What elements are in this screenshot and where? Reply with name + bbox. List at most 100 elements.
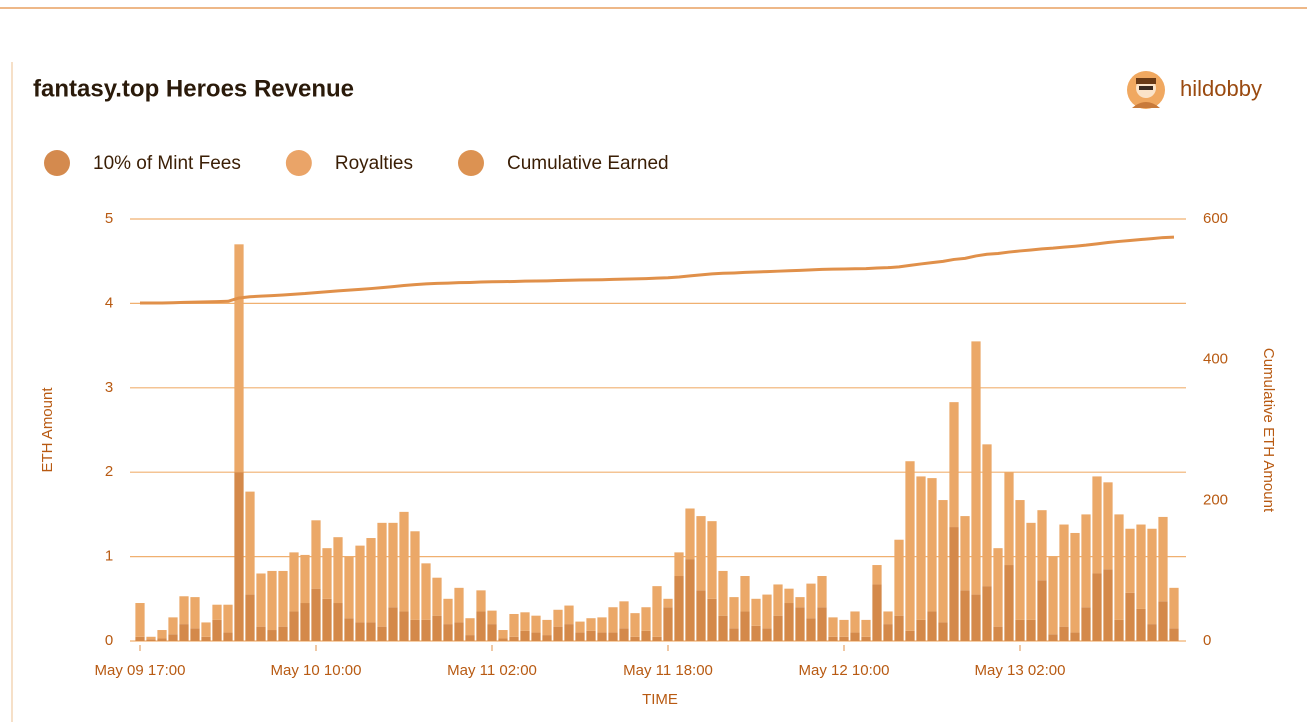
bar-segment [1026,620,1035,641]
legend-marker [286,150,312,176]
bar-segment [1048,634,1057,641]
chart: fantasy.top Heroes Revenue hildobby ETH … [0,0,1307,722]
bar-segment [333,537,342,603]
bar-segment [1125,593,1134,641]
bar-segment [344,557,353,619]
bar-segment [652,586,661,637]
bar-segment [938,500,947,622]
bar-segment [509,614,518,637]
bar-segment [1158,517,1167,601]
bar-segment [993,627,1002,641]
bar-segment [894,540,903,616]
bar-segment [564,606,573,625]
bar-segment [1092,573,1101,641]
bar-segment [938,622,947,641]
bar-segment [762,595,771,629]
bar-segment [762,628,771,641]
bar-segment [256,573,265,626]
legend-marker [458,150,484,176]
bar-segment [839,620,848,637]
bar-segment [267,630,276,641]
x-tick-label: May 11 18:00 [623,662,713,679]
bar-segment [960,516,969,590]
bar-segment [608,633,617,641]
y-tick-label: 2 [105,463,113,480]
bar-segment [377,627,386,641]
bar-segment [223,605,232,633]
bar-segment [641,607,650,631]
bar-segment [542,620,551,635]
bar-segment [300,555,309,603]
bar-segment [773,616,782,641]
bar-segment [586,631,595,641]
bar-segment [740,576,749,611]
y-axis-title: ETH Amount [39,387,56,473]
bar-segment [135,637,144,641]
bar-segment [982,586,991,641]
bar-segment [476,611,485,641]
bar-segment [421,563,430,620]
bar-segment [707,521,716,599]
bar-segment [729,597,738,628]
bar-segment [806,584,815,619]
bar-segment [1158,601,1167,641]
bar-segment [212,605,221,620]
bar-segment [1092,476,1101,573]
bar-segment [355,546,364,623]
bar-segment [135,603,144,637]
bar-segment [454,588,463,623]
bar-segment [850,611,859,632]
bar-segment [828,637,837,641]
bar-segment [960,590,969,641]
y-tick-label: 4 [105,294,113,311]
bar-segment [520,612,529,631]
bar-segment [245,595,254,641]
bar-segment [872,565,881,584]
bar-segment [597,617,606,632]
bar-segment [905,631,914,641]
bar-segment [674,552,683,576]
bar-segment [212,620,221,641]
author[interactable]: hildobby [1180,76,1262,101]
bar-segment [553,610,562,627]
bar-segment [1081,607,1090,641]
bar-segment [1125,529,1134,593]
bar-segment [751,599,760,626]
bar-segment [861,637,870,641]
bar-segment [278,627,287,641]
bar-segment [696,516,705,590]
bar-segment [982,444,991,586]
bar-segment [861,620,870,637]
line [140,237,1174,303]
y-tick-label: 0 [105,632,113,649]
bar-segment [179,624,188,641]
bar-segment [201,622,210,636]
x-tick-label: May 11 02:00 [447,662,537,679]
bar-segment [157,638,166,641]
bar-segment [322,548,331,599]
bar-segment [817,576,826,607]
y2-tick-label: 200 [1203,491,1228,508]
bar-segment [1059,525,1068,627]
bar-segment [883,611,892,624]
bar-segment [1037,580,1046,641]
bar-segment [949,527,958,641]
bar-segment [1136,609,1145,641]
bar-segment [751,626,760,641]
bar-segment [1026,523,1035,620]
bar-segment [916,620,925,641]
bar-segment [927,611,936,641]
bar-segment [333,603,342,641]
bar-segment [190,597,199,628]
bar-segment [168,634,177,641]
bar-segment [311,589,320,641]
bar-segment [322,599,331,641]
bar-segment [685,559,694,641]
y-tick-label: 3 [105,379,113,396]
bar-segment [949,402,958,527]
bar-segment [179,596,188,624]
bar-segment [564,624,573,641]
bar-segment [311,520,320,588]
bar-segment [498,638,507,641]
bar-segment [410,531,419,620]
